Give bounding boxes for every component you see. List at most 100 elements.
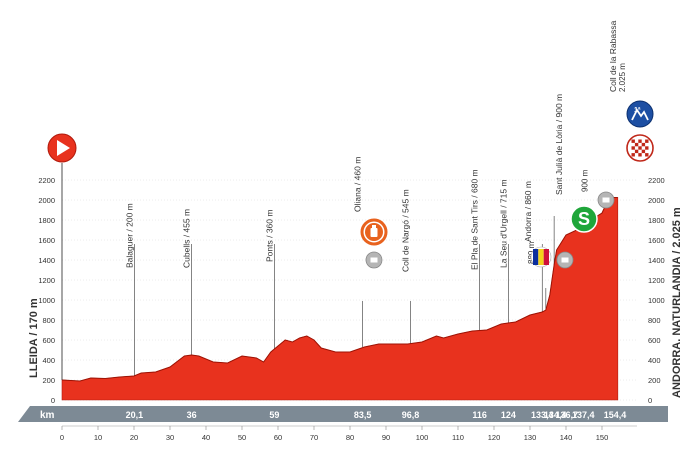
x-tick-label: 100 [416,433,429,442]
finish-flag-square [638,146,642,150]
finish-flag-square [645,146,649,150]
x-tick-label: 110 [452,433,464,442]
feed-zone-icon [360,218,388,246]
finish-flag-square [634,149,639,154]
finish-flag-square [631,139,635,143]
km-markers: 20,1 36 59 83,5 96,8 116 124 133,4134,4136,7137… [126,410,627,420]
km-marker-label: 83,5 [354,410,372,420]
waypoint-label: Coll de Nargó / 545 m [400,189,410,272]
waypoint-label: Andorra / 860 m [523,181,533,242]
x-tick-label: 140 [560,433,573,442]
x-tick-label: 60 [274,433,282,442]
y-tick-label-right: 2200 [648,176,665,185]
grey-marker-icon [597,191,615,209]
y-tick-label-right: 2000 [648,196,665,205]
x-tick-label: 120 [488,433,501,442]
x-tick-label: 150 [596,433,609,442]
y-tick-label-right: 800 [648,316,661,325]
y-tick-label-right: 1200 [648,276,665,285]
y-tick-label-right: 0 [648,396,652,405]
x-axis: 0 10 20 30 40 50 60 70 80 90 100 110 120 130 140 150 [60,426,608,442]
finish-label: ANDORRA. NATURLANDIA / 2.025 m [671,207,683,398]
y-tick-label-right: 400 [648,356,661,365]
finish-flag-square [641,149,646,154]
x-tick-label: 80 [346,433,354,442]
finish-flag-square [641,142,646,147]
waypoint-label: Balaguer / 200 m [124,203,134,268]
finish-flag-square [645,139,649,143]
waypoint-label: Ponts / 360 m [264,210,274,262]
y-tick-label-right: 1000 [648,296,665,305]
y-tick-label: 2200 [38,176,55,185]
grey-marker-icon [556,251,574,269]
km-marker-label: 96,8 [402,410,420,420]
y-tick-label-right: 1600 [648,236,665,245]
waypoint-label: Coll de la Rabassa [608,20,618,92]
andorra-flag-icon [530,246,552,268]
elevation-area [61,197,619,401]
waypoint-labels: Balaguer / 200 m Cubells / 455 m Ponts / 3… [124,20,626,272]
y-tick-label: 1200 [38,276,55,285]
x-tick-label: 70 [310,433,318,442]
km-marker-label: 154,4 [604,410,627,420]
y-tick-label-right: 1400 [648,256,665,265]
y-tick-label: 1400 [38,256,55,265]
km-bar [18,406,668,422]
y-tick-label-right: 600 [648,336,661,345]
waypoint-label: 900 m [580,169,589,192]
y-tick-label: 1800 [38,216,55,225]
km-marker-label: 134,4 [544,410,567,420]
finish-flag-square [631,153,635,157]
waypoint-label: Oliana / 460 m [353,157,363,212]
km-label: km [40,410,55,421]
km-marker-label: 36 [187,410,197,420]
y-tick-label-right: 200 [648,376,661,385]
grey-marker-glyph [602,197,610,203]
km-marker-label: 124 [501,410,516,420]
y-tick-label: 400 [42,356,55,365]
finish-flag-icon [626,134,654,162]
start-icon [47,133,77,163]
y-tick-label: 1600 [38,236,55,245]
x-tick-label: 130 [524,433,537,442]
y-axis-right: 0 200 400 600 800 1000 1200 1400 1600 1800 2000 220… [648,176,665,405]
finish-flag-square [634,142,639,147]
km-marker-label: 116 [472,410,487,420]
finish-flag-square [631,146,635,150]
finish-flag-square [645,153,649,157]
elevation-ridge [61,197,618,382]
grey-marker-glyph [370,257,378,263]
x-tick-label: 10 [94,433,102,442]
y-tick-label: 2000 [38,196,55,205]
y-axis-left: 0 200 400 600 800 1000 1200 1400 1600 1800 2000 220… [38,176,55,405]
x-tick-label: 20 [130,433,138,442]
y-tick-label: 600 [42,336,55,345]
x-tick-label: 90 [382,433,390,442]
waypoint-label: La Seu d'Urgell / 715 m [498,179,508,268]
y-tick-label: 1000 [38,296,55,305]
summit-altitude-label: 2.025 m [618,63,627,92]
km-marker-label: 133,4 [531,410,554,420]
kom-climb-icon: 1ª [626,100,654,128]
km-marker-label: 59 [269,410,279,420]
x-tick-label: 50 [238,433,246,442]
start-label: LLEIDA / 170 m [28,298,40,378]
finish-flag-square [638,153,642,157]
waypoint-label: Sant Julià de Lòria / 900 m [554,94,564,195]
y-tick-label-right: 1800 [648,216,665,225]
y-tick-label: 800 [42,316,55,325]
svg-text:S: S [578,209,590,229]
grey-marker-glyph [561,257,569,263]
x-tick-label: 0 [60,433,64,442]
waypoint-label: Cubells / 455 m [182,209,192,268]
km-bar-notch-left [18,406,30,422]
finish-flag-square [638,139,642,143]
grey-marker-icon [365,251,383,269]
km-marker-label: 137,4 [572,410,595,420]
y-tick-label: 200 [42,376,55,385]
x-tick-label: 30 [166,433,174,442]
waypoint-label: 880 m [527,241,536,264]
km-marker-label: 20,1 [126,410,144,420]
